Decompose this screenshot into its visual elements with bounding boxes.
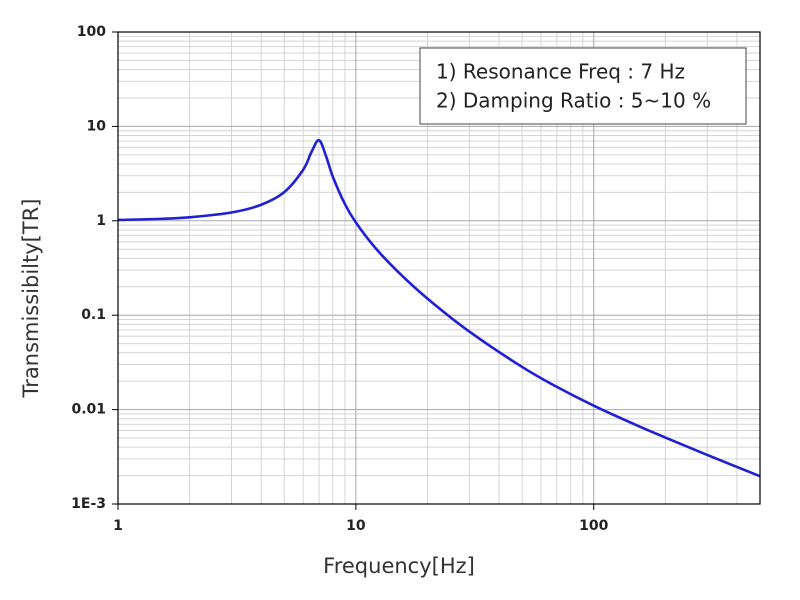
y-tick-label: 0.1 xyxy=(81,307,106,323)
annotation-box xyxy=(419,47,747,125)
plot xyxy=(117,138,761,478)
y-tick-label: 1 xyxy=(96,213,106,229)
x-tick-label: 100 xyxy=(579,518,608,534)
line xyxy=(117,138,761,478)
y-tick-label: 0.01 xyxy=(71,402,106,418)
y-tick-label: 10 xyxy=(87,118,107,134)
plot-frame xyxy=(117,31,761,505)
y-tick-label: 100 xyxy=(77,24,106,40)
y-axis-title: Transmissibilty[TR] xyxy=(19,199,43,399)
annotation: 2) Damping Ratio : 5~10 % xyxy=(436,89,711,113)
y-tick-label: 1E-3 xyxy=(71,496,106,512)
x-axis-title: Frequency[Hz] xyxy=(323,554,475,578)
x-tick-label: 1 xyxy=(113,518,123,534)
annotation: 1) Resonance Freq : 7 Hz xyxy=(436,60,685,84)
x-tick-label: 10 xyxy=(346,518,366,534)
